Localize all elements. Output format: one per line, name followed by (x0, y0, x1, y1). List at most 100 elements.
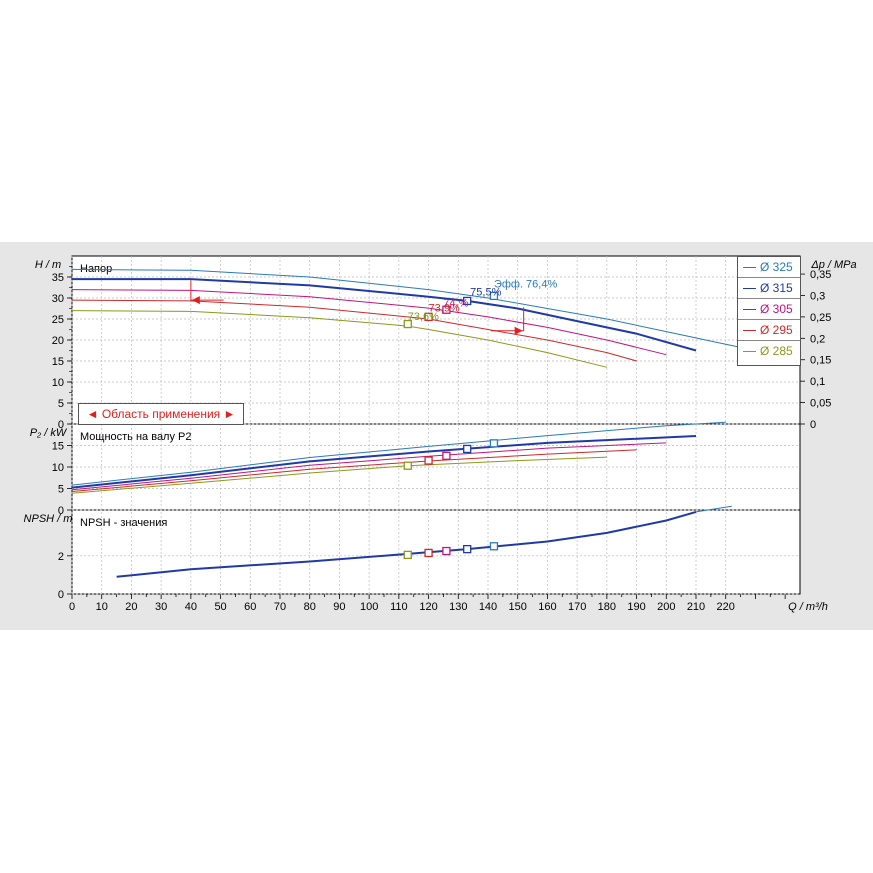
y-tick-label-head: 35 (52, 272, 64, 284)
x-tick-label: 190 (627, 601, 645, 613)
y-right-tick-label: 0,35 (810, 269, 831, 281)
x-tick-label: 40 (185, 601, 197, 613)
series-line-head-295 (71, 299, 637, 362)
operating-point-power-285 (403, 461, 412, 470)
x-tick-label: 0 (69, 601, 75, 613)
legend-line-325 (743, 267, 756, 268)
x-tick-label: 20 (125, 601, 137, 613)
legend-line-305 (743, 309, 756, 310)
y-tick-label-head: 10 (52, 377, 64, 389)
y-right-tick-label: 0,25 (810, 312, 831, 324)
legend-item-315: Ø 315 (738, 278, 800, 299)
y-tick-label-power: 5 (58, 484, 64, 496)
operating-point-power-325 (489, 439, 499, 448)
efficiency-label-305: 74,% (443, 297, 468, 309)
operating-point-npsh-285 (403, 550, 412, 560)
x-tick-label: 220 (717, 601, 735, 613)
efficiency-label-325: Эфф. 76,4% (494, 279, 558, 291)
legend-label-315: Ø 315 (760, 281, 793, 295)
panel-title-npsh: NPSH - значения (80, 517, 167, 529)
series-line-power-315 (71, 435, 697, 489)
x-tick-label: 200 (657, 601, 675, 613)
range-arrow-left-head (191, 296, 200, 305)
series-line-head-305 (71, 289, 667, 356)
series-line-power-305 (71, 442, 667, 491)
x-tick-label: 170 (568, 601, 586, 613)
operating-point-head-285 (403, 319, 412, 329)
x-tick-label: 110 (390, 601, 408, 613)
x-tick-label: 180 (598, 601, 616, 613)
x-axis-label: Q / m³/h (788, 601, 828, 613)
y-tick-label-power: 15 (52, 441, 64, 453)
operating-point-head-305 (442, 305, 451, 314)
operating-point-power-295 (424, 456, 433, 465)
x-tick-label: 120 (419, 601, 437, 613)
legend-line-315 (743, 288, 756, 289)
y-axis-label-head: H / m (35, 259, 61, 271)
operating-point-npsh-295 (424, 548, 433, 558)
y-axis-label-power: P₂ / kW (30, 427, 68, 439)
series-line-power-285 (71, 456, 607, 494)
operating-point-npsh-315 (463, 544, 472, 554)
operating-point-npsh-305 (442, 546, 451, 556)
operating-point-head-325 (489, 291, 499, 301)
chart-legend: Ø 325 Ø 315 Ø 305 Ø 295 Ø 285 (737, 256, 801, 366)
y-right-tick-label: 0,05 (810, 398, 831, 410)
x-tick-label: 100 (360, 601, 378, 613)
series-line-head-325 (71, 268, 756, 351)
y-tick-label-head: 15 (52, 356, 64, 368)
y-right-tick-label: 0,15 (810, 355, 831, 367)
y-tick-label-head: 25 (52, 314, 64, 326)
operating-point-power-305 (442, 451, 451, 460)
legend-item-295: Ø 295 (738, 320, 800, 341)
x-tick-label: 150 (509, 601, 527, 613)
x-tick-label: 60 (244, 601, 256, 613)
application-range-label: ◄ Область применения ► (86, 407, 236, 421)
x-tick-label: 130 (449, 601, 467, 613)
y-axis-label-npsh: NPSH / m (24, 513, 73, 525)
y-tick-label-head: 0 (58, 419, 64, 431)
x-tick-label: 90 (333, 601, 345, 613)
y-tick-label-power: 0 (58, 505, 64, 517)
x-tick-label: 80 (304, 601, 316, 613)
panel-title-head: Напор (80, 263, 112, 275)
y-tick-label-head: 30 (52, 293, 64, 305)
panel-title-power: Мощность на валу P2 (80, 431, 192, 443)
legend-item-285: Ø 285 (738, 341, 800, 362)
y-tick-label-head: 5 (58, 398, 64, 410)
y-right-tick-label: 0,2 (810, 333, 825, 345)
x-tick-label: 50 (214, 601, 226, 613)
y-tick-label-power: 10 (52, 462, 64, 474)
operating-point-head-315 (463, 296, 472, 306)
legend-label-285: Ø 285 (760, 344, 793, 358)
legend-label-295: Ø 295 (760, 323, 793, 337)
operating-point-head-295 (424, 312, 433, 322)
y-right-tick-label: 0,3 (810, 290, 825, 302)
legend-label-325: Ø 325 (760, 260, 793, 274)
x-tick-label: 30 (155, 601, 167, 613)
legend-line-285 (743, 351, 756, 352)
x-tick-label: 210 (687, 601, 705, 613)
series-line-power-295 (71, 449, 637, 492)
x-tick-label: 70 (274, 601, 286, 613)
x-tick-label: 10 (96, 601, 108, 613)
efficiency-label-295: 73,9% (429, 302, 460, 314)
y-right-tick-label: 0,1 (810, 376, 825, 388)
legend-item-305: Ø 305 (738, 299, 800, 320)
application-range-box: ◄ Область применения ► (78, 403, 244, 425)
operating-point-npsh-325 (489, 542, 499, 551)
series-line-head-285 (71, 310, 608, 368)
y-tick-label-head: 20 (52, 335, 64, 347)
x-tick-label: 140 (479, 601, 497, 613)
legend-line-295 (743, 330, 756, 331)
x-tick-label: 160 (538, 601, 556, 613)
y-tick-label-npsh: 0 (58, 589, 64, 601)
operating-point-power-315 (463, 444, 472, 454)
efficiency-label-285: 73,6% (408, 311, 439, 323)
y-tick-label-npsh: 2 (58, 551, 64, 563)
y-right-tick-label: 0 (810, 419, 816, 431)
legend-label-305: Ø 305 (760, 302, 793, 316)
series-line-npsh-325 (695, 505, 732, 513)
legend-item-325: Ø 325 (738, 257, 800, 278)
range-arrow-right-head (514, 326, 523, 335)
